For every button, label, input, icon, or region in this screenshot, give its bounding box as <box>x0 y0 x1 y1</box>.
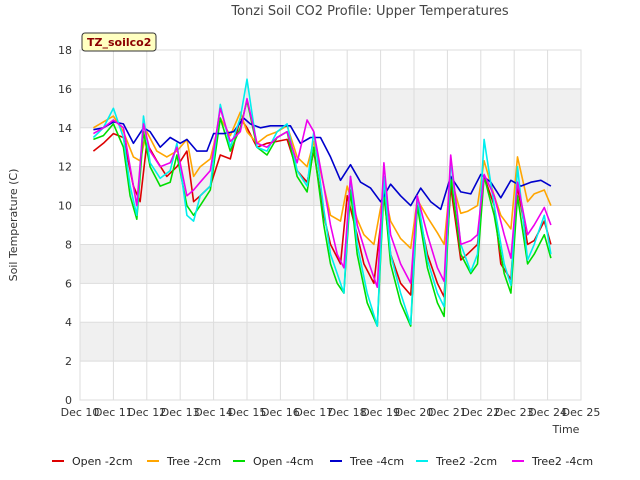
series-lines <box>92 78 552 327</box>
background-band <box>80 322 581 362</box>
x-tick-label: Dec 18 <box>328 406 367 419</box>
x-tick-label: Dec 13 <box>161 406 200 419</box>
legend-label: Open -4cm <box>253 455 314 468</box>
x-tick-label: Dec 25 <box>562 406 601 419</box>
x-tick-label: Dec 14 <box>194 406 233 419</box>
x-tick-label: Dec 21 <box>428 406 467 419</box>
background-band <box>80 88 581 128</box>
y-tick-label: 0 <box>65 394 72 407</box>
y-tick-label: 2 <box>65 355 72 368</box>
background-band <box>80 166 581 206</box>
x-tick-label: Dec 19 <box>361 406 400 419</box>
plot-frame <box>79 49 582 401</box>
y-tick-label: 10 <box>58 200 72 213</box>
x-tick-label: Dec 10 <box>61 406 100 419</box>
y-tick-label: 4 <box>65 316 72 329</box>
series-line-tree2-4cm <box>92 97 552 289</box>
chart-title: Tonzi Soil CO2 Profile: Upper Temperatur… <box>230 4 509 19</box>
x-tick-label: Dec 20 <box>395 406 434 419</box>
x-tick-label: Dec 22 <box>461 406 500 419</box>
legend-label: Tree -2cm <box>166 455 221 468</box>
legend-label: Tree2 -2cm <box>435 455 497 468</box>
y-tick-labels: 0 2 4 6 8 10 12 14 16 18 <box>58 44 72 407</box>
x-tick-label: Dec 12 <box>127 406 166 419</box>
y-axis-label: Soil Temperature (C) <box>7 169 20 282</box>
y-tick-label: 14 <box>58 122 72 135</box>
y-tick-label: 6 <box>65 277 72 290</box>
x-tick-label: Dec 16 <box>261 406 300 419</box>
series-line-tree2-2cm <box>92 78 552 327</box>
legend-label: Tree2 -4cm <box>531 455 593 468</box>
x-axis-label: Time <box>552 423 580 436</box>
y-tick-label: 16 <box>58 83 72 96</box>
y-tick-label: 12 <box>58 161 72 174</box>
x-tick-label: Dec 17 <box>294 406 333 419</box>
dataset-tag: TZ_soilco2 <box>81 32 157 52</box>
x-tick-label: Dec 23 <box>495 406 534 419</box>
x-tick-label: Dec 11 <box>94 406 133 419</box>
series-line-open-4cm <box>93 99 552 327</box>
legend-label: Tree -4cm <box>349 455 404 468</box>
x-tick-label: Dec 15 <box>228 406 267 419</box>
y-tick-label: 8 <box>65 238 72 251</box>
legend-label: Open -2cm <box>72 455 133 468</box>
legend: Open -2cm Tree -2cm Open -4cm Tree -4cm Tree… <box>52 455 593 468</box>
x-tick-label: Dec 24 <box>528 406 567 419</box>
y-tick-label: 18 <box>58 44 72 57</box>
dataset-tag-text: TZ_soilco2 <box>87 36 151 49</box>
